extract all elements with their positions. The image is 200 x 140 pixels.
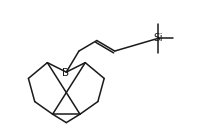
Text: B: B <box>61 68 68 78</box>
Text: Si: Si <box>152 33 162 43</box>
